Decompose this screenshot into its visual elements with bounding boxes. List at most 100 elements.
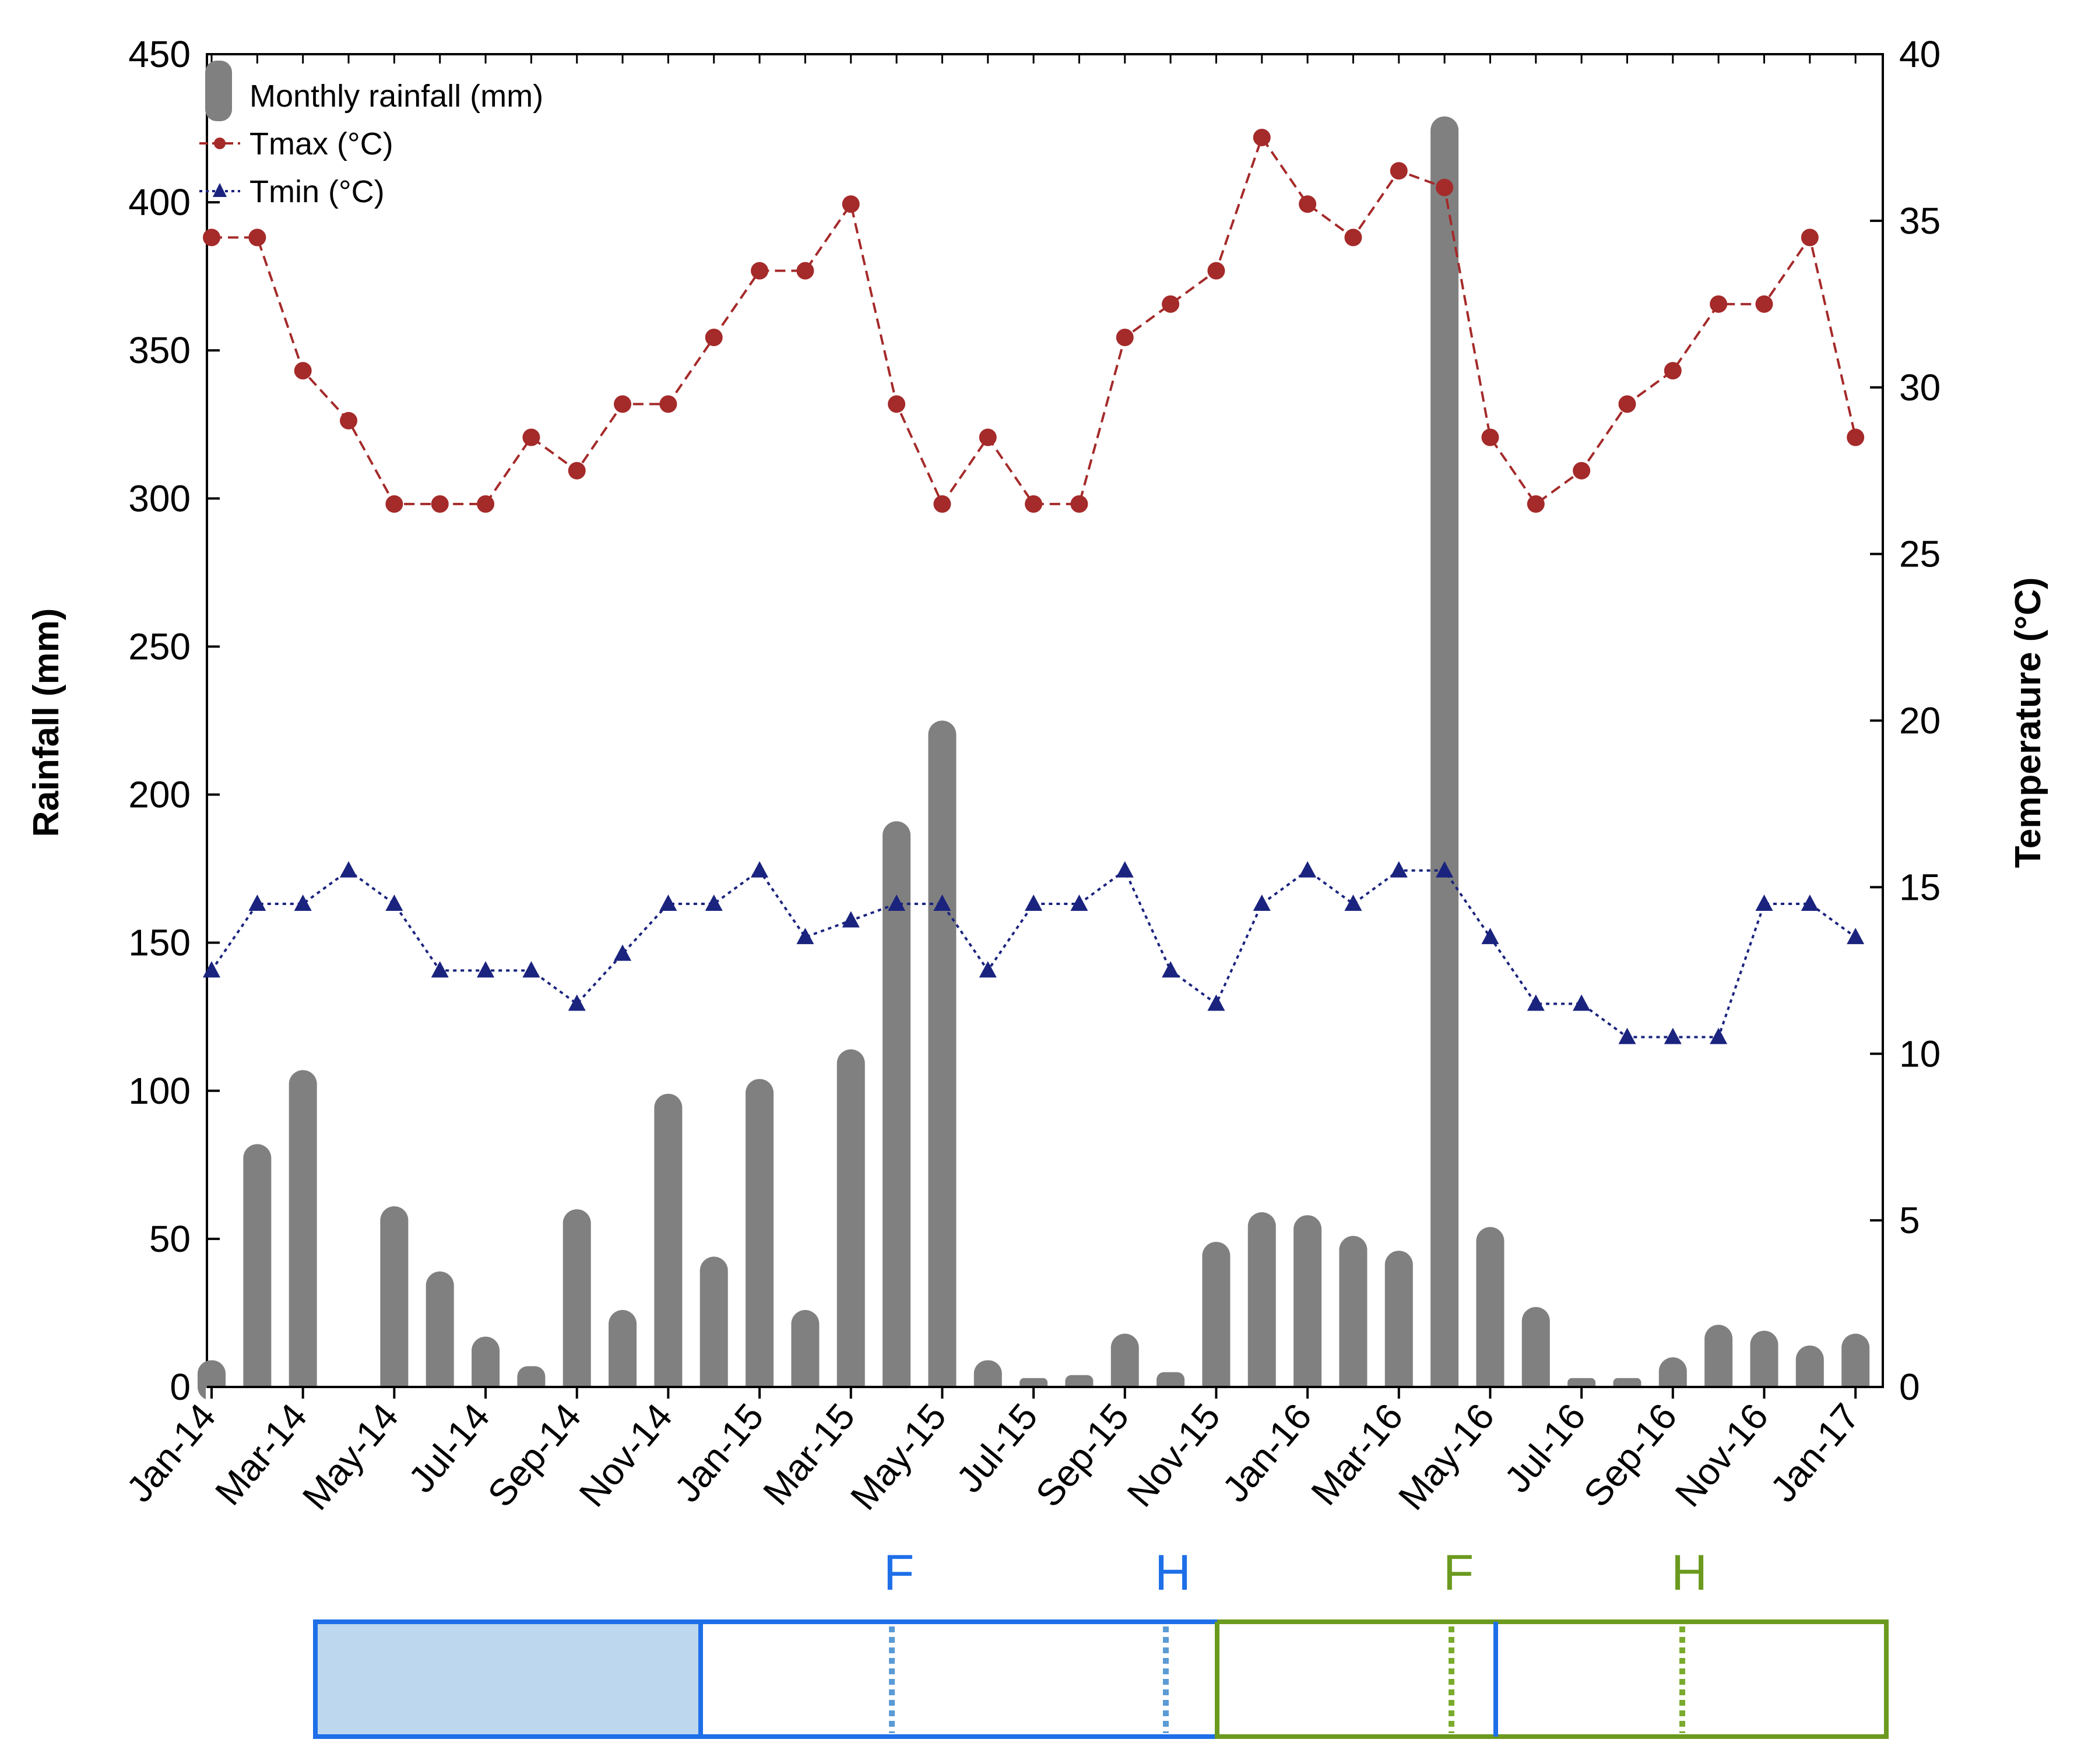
tmax-point-Aug-14 <box>522 428 540 446</box>
tmin-point-Jan-14 <box>203 961 220 978</box>
tmax-point-Feb-14 <box>248 228 266 247</box>
tmax-point-May-15 <box>933 495 951 513</box>
tmin-point-Sep-15 <box>1116 861 1134 878</box>
rainfall-bar-May-16 <box>1476 1227 1504 1401</box>
left-tick-label-450: 450 <box>128 33 191 75</box>
tmax-point-Jul-16 <box>1573 462 1591 480</box>
left-axis-ticks: 0 50 100 150 200 250 300 350 400 450 <box>128 33 220 1408</box>
tmin-point-Jun-16 <box>1527 994 1545 1011</box>
tmin-point-Dec-16 <box>1801 894 1819 911</box>
y-axis-left-title: Rainfall (mm) <box>26 608 66 837</box>
rainfall-bar-Feb-15 <box>791 1309 820 1401</box>
tmin-point-Dec-15 <box>1253 894 1271 911</box>
rainfall-bar-Dec-15 <box>1247 1212 1276 1401</box>
timeline-segment-fill-3 <box>1496 1622 1886 1737</box>
tmax-point-Apr-15 <box>888 395 906 413</box>
tmin-point-Aug-14 <box>522 961 540 978</box>
tmin-point-Feb-16 <box>1344 894 1362 911</box>
tmax-line <box>212 135 1857 506</box>
right-tick-label-30: 30 <box>1899 367 1941 409</box>
tmax-point-Oct-15 <box>1162 295 1180 313</box>
rainfall-bar-Sep-14 <box>563 1209 591 1401</box>
left-tick-label-150: 150 <box>128 922 191 964</box>
tmax-point-Oct-14 <box>614 395 632 413</box>
tmin-point-Oct-16 <box>1710 1027 1728 1044</box>
right-tick-label-20: 20 <box>1899 700 1941 742</box>
tmax-point-Jan-17 <box>1847 428 1865 446</box>
left-tick-label-250: 250 <box>128 625 191 667</box>
right-tick-label-10: 10 <box>1899 1033 1941 1075</box>
tmax-point-Aug-16 <box>1618 395 1636 413</box>
rainfall-bar-May-14 <box>380 1206 409 1401</box>
tmin-point-Oct-14 <box>614 944 632 961</box>
tmin-point-Mar-16 <box>1390 861 1408 878</box>
tmax-point-Jan-14 <box>203 228 220 247</box>
rainfall-bar-Jan-16 <box>1293 1215 1322 1401</box>
tmax-point-Jun-15 <box>979 428 997 446</box>
rainfall-bar-Mar-15 <box>836 1049 865 1401</box>
tmax-point-Feb-16 <box>1344 228 1362 247</box>
right-tick-label-40: 40 <box>1899 33 1941 75</box>
tmin-point-Sep-16 <box>1664 1027 1682 1044</box>
tmax-point-Nov-16 <box>1755 295 1773 313</box>
rainfall-bar-Jul-14 <box>472 1336 500 1401</box>
rainfall-bar-May-15 <box>928 720 957 1401</box>
tmin-point-Jun-15 <box>979 961 997 978</box>
right-tick-label-35: 35 <box>1899 200 1941 242</box>
rainfall-bar-Mar-14 <box>289 1070 317 1401</box>
timeline-blue-outline <box>313 1619 1217 1739</box>
tmin-point-Jan-15 <box>751 861 769 878</box>
rainfall-bar-Feb-16 <box>1339 1235 1368 1401</box>
left-tick-label-0: 0 <box>170 1366 191 1408</box>
tmin-point-Jun-14 <box>431 961 449 978</box>
tmax-point-Jul-14 <box>477 495 495 513</box>
rainfall-bar-Feb-14 <box>243 1144 272 1401</box>
tmax-point-Jun-14 <box>431 495 449 513</box>
right-axis-ticks: 0 5 10 15 20 25 30 35 40 <box>1870 33 1941 1408</box>
left-tick-label-400: 400 <box>128 181 191 223</box>
rainfall-bar-Jan-17 <box>1841 1333 1870 1401</box>
rainfall-bar-Nov-15 <box>1202 1241 1231 1401</box>
right-tick-label-15: 15 <box>1899 866 1941 908</box>
tmin-point-Jan-16 <box>1299 861 1317 878</box>
tmin-point-Feb-15 <box>796 928 814 945</box>
legend-tmin-marker <box>213 183 227 197</box>
tmax-point-Jul-15 <box>1025 495 1043 513</box>
rainfall-bars <box>198 116 1884 1423</box>
legend-tmin-label: Tmin (°C) <box>249 174 385 209</box>
left-tick-label-300: 300 <box>128 477 191 519</box>
rainfall-bar-Mar-16 <box>1384 1251 1413 1401</box>
tmin-point-Mar-14 <box>294 894 312 911</box>
tmax-point-Mar-16 <box>1390 162 1408 180</box>
tmax-point-Dec-15 <box>1253 128 1271 146</box>
tmax-point-Mar-15 <box>842 195 860 213</box>
tmax-point-Jun-16 <box>1527 495 1545 513</box>
tmin-point-May-15 <box>933 894 951 911</box>
rainfall-bar-Sep-15 <box>1110 1333 1139 1401</box>
rainfall-bar-Apr-15 <box>883 821 911 1401</box>
tmax-point-Jan-15 <box>751 262 769 280</box>
timeline-segment-fill-1 <box>701 1622 1217 1737</box>
tmax-point-Nov-15 <box>1207 262 1225 280</box>
legend-rainfall-swatch <box>205 61 232 121</box>
x-tick-label-Jan-14: Jan-14 <box>118 1396 224 1510</box>
tmax-point-Jan-16 <box>1299 195 1317 213</box>
left-tick-label-100: 100 <box>128 1070 191 1112</box>
right-tick-label-0: 0 <box>1899 1366 1920 1408</box>
legend: Monthly rainfall (mm) Tmax (°C) Tmin (°C… <box>199 61 543 209</box>
left-tick-label-50: 50 <box>149 1218 191 1260</box>
plot-area-border <box>206 53 1884 1388</box>
timeline-segment-fill-0 <box>315 1622 701 1737</box>
rainfall-bar-Oct-14 <box>609 1309 637 1401</box>
tmax-point-Mar-14 <box>294 362 312 380</box>
right-tick-label-5: 5 <box>1899 1199 1920 1241</box>
tmin-point-Jul-15 <box>1025 894 1043 911</box>
tmax-point-Apr-14 <box>340 411 358 429</box>
tmax-point-Dec-14 <box>705 328 723 346</box>
rainfall-bar-Jun-16 <box>1521 1307 1550 1401</box>
legend-tmax-label: Tmax (°C) <box>249 126 393 161</box>
tmin-point-Aug-15 <box>1070 894 1088 911</box>
left-tick-label-350: 350 <box>128 329 191 371</box>
tmin-point-Jul-14 <box>477 961 495 978</box>
